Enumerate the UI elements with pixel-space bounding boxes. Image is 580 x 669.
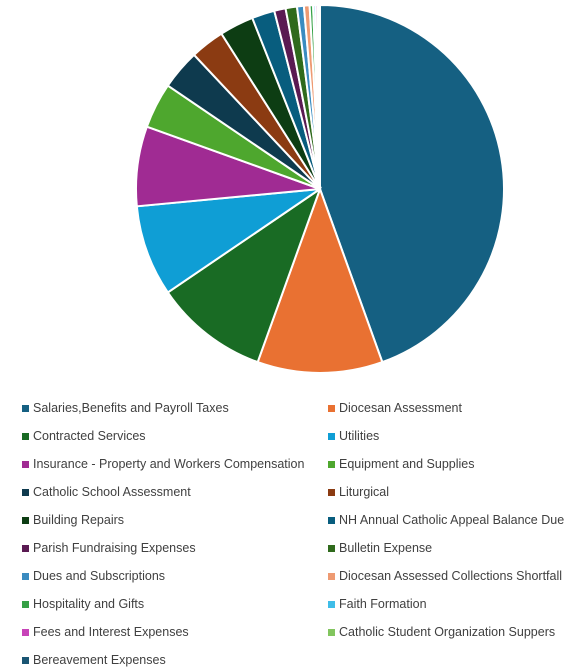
legend-label: Bereavement Expenses — [33, 653, 166, 667]
legend-label: Dues and Subscriptions — [33, 569, 166, 583]
legend-item: Salaries,Benefits and Payroll Taxes — [22, 399, 229, 417]
legend-swatch — [22, 600, 29, 608]
legend-swatch — [328, 544, 335, 552]
legend-item: Diocesan Assessed Collections Shortfall — [328, 567, 562, 585]
legend-item: Contracted Services — [22, 427, 146, 445]
legend-label: Fees and Interest Expenses — [33, 625, 189, 639]
legend-label: Insurance - Property and Workers Compens… — [33, 457, 305, 471]
legend-swatch — [22, 544, 29, 552]
legend-label: Contracted Services — [33, 429, 146, 443]
legend-swatch — [22, 516, 29, 524]
legend-item: Liturgical — [328, 483, 389, 501]
legend-label: Salaries,Benefits and Payroll Taxes — [33, 401, 229, 415]
pie-slice — [166, 186, 322, 364]
legend-item: Dues and Subscriptions — [22, 567, 165, 585]
legend-swatch — [22, 488, 29, 496]
legend-swatch — [328, 516, 335, 524]
pie-slice — [319, 3, 505, 364]
legend-label: Faith Formation — [339, 597, 427, 611]
legend-label: Utilities — [339, 429, 380, 443]
legend-item: Catholic School Assessment — [22, 483, 191, 501]
legend-item: Fees and Interest Expenses — [22, 623, 189, 641]
legend-label: NH Annual Catholic Appeal Balance Due — [339, 513, 565, 527]
legend-item: Parish Fundraising Expenses — [22, 539, 196, 557]
legend-label: Catholic Student Organization Suppers — [339, 625, 556, 639]
legend-swatch — [328, 404, 335, 412]
legend-item: Faith Formation — [328, 595, 427, 613]
legend-label: Equipment and Supplies — [339, 457, 475, 471]
legend-swatch — [22, 460, 29, 468]
legend-swatch — [328, 460, 335, 468]
legend-swatch — [328, 600, 335, 608]
legend-item: Building Repairs — [22, 511, 124, 529]
legend-label: Catholic School Assessment — [33, 485, 191, 499]
legend-swatch — [328, 572, 335, 580]
legend-label: Bulletin Expense — [339, 541, 433, 555]
legend-item: NH Annual Catholic Appeal Balance Due — [328, 511, 564, 529]
legend-label: Parish Fundraising Expenses — [33, 541, 196, 555]
legend-item: Catholic Student Organization Suppers — [328, 623, 555, 641]
legend-item: Utilities — [328, 427, 379, 445]
pie-slice — [256, 186, 384, 374]
legend-swatch — [328, 432, 335, 440]
pie-slice — [135, 188, 321, 294]
legend-swatch — [22, 656, 29, 664]
legend-item: Hospitality and Gifts — [22, 595, 144, 613]
legend-swatch — [22, 404, 29, 412]
legend-label: Hospitality and Gifts — [33, 597, 145, 611]
legend-item: Bulletin Expense — [328, 539, 432, 557]
legend-label: Building Repairs — [33, 513, 125, 527]
legend-swatch — [22, 572, 29, 580]
pie-chart — [135, 3, 505, 374]
legend-label: Diocesan Assessed Collections Shortfall — [339, 569, 563, 583]
legend-item: Equipment and Supplies — [328, 455, 475, 473]
legend-item: Insurance - Property and Workers Compens… — [22, 455, 304, 473]
legend-item: Bereavement Expenses — [22, 651, 166, 669]
legend-item: Diocesan Assessment — [328, 399, 462, 417]
pie-slice — [317, 3, 321, 190]
legend-swatch — [22, 628, 29, 636]
legend-swatch — [328, 628, 335, 636]
legend-label: Liturgical — [339, 485, 390, 499]
legend-swatch — [328, 488, 335, 496]
legend-swatch — [22, 432, 29, 440]
legend-label: Diocesan Assessment — [339, 401, 462, 415]
